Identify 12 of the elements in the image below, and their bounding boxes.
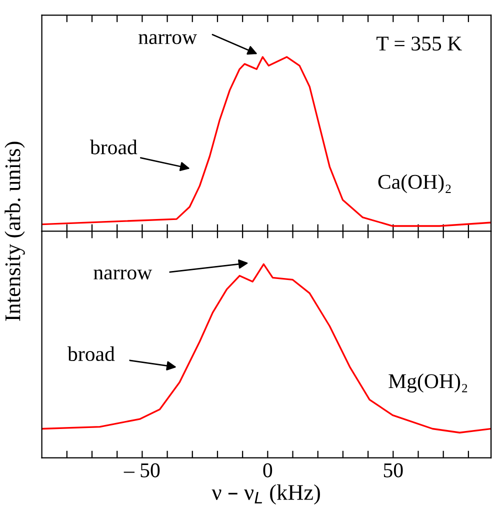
- annotation: broad: [90, 140, 138, 154]
- annotation: broad: [68, 346, 115, 362]
- annotation: Ca(OH)₂: [378, 174, 451, 194]
- annotation: Mg(OH)₂: [388, 374, 468, 393]
- text: T = 355 K: [376, 36, 462, 51]
- x-tick-label: 50: [384, 463, 403, 478]
- x-axis-title: ν – ν$_{L}$ (kHz): [212, 484, 320, 504]
- y-axis-title: Intensity (arb. units): [4, 142, 25, 321]
- x-tick-label: – 50: [124, 463, 160, 478]
- text: narrow: [138, 34, 198, 44]
- x-tick-label: 0: [263, 463, 272, 478]
- annotation: narrow: [94, 269, 152, 280]
